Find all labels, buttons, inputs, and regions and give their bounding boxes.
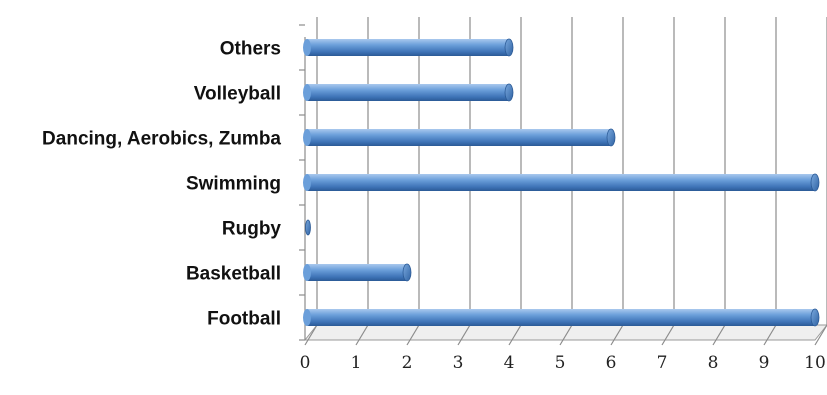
gridline-foot [814,324,827,346]
bar-body [307,174,815,191]
bar-body [307,84,509,101]
bar-end-cap [810,173,820,192]
x-tick-label: 8 [708,353,719,373]
bar-start-cap [303,39,311,56]
bar [303,308,820,327]
bar-start-cap [303,174,311,191]
bar [303,263,412,282]
grid-layer [299,17,827,346]
bar [303,38,514,57]
bars-layer [303,38,820,327]
bar-end-cap [504,38,514,57]
category-label: Others [220,39,281,60]
bar-body [307,309,815,326]
bar-start-cap [303,84,311,101]
x-axis-tick-labels: 0 1 2 3 4 5 6 7 8 9 10 [300,353,826,373]
bar [305,219,311,236]
x-tick-label: 4 [504,353,515,373]
category-label: Dancing, Aerobics, Zumba [42,129,281,150]
bar-zero-cap [305,219,311,236]
gridline-foot [355,324,369,346]
bar [303,173,820,192]
bar [303,83,514,102]
bar-end-cap [606,128,616,147]
gridline-foot [508,324,522,346]
category-label: Volleyball [194,84,281,105]
bar-end-cap [504,83,514,102]
x-tick-label: 2 [402,353,413,373]
bar-start-cap [303,264,311,281]
gridline-foot [610,324,624,346]
chart-floor [303,324,827,341]
bar-body [307,264,407,281]
category-labels: Football Basketball Rugby Swimming Dancing, … [42,39,281,330]
category-label: Rugby [222,219,282,240]
gridline-foot [763,324,777,346]
bar-body [307,39,509,56]
gridline-foot [661,324,675,346]
gridline-foot [304,324,318,346]
category-label: Basketball [186,264,281,285]
category-label: Football [207,309,281,330]
x-tick-label: 1 [351,353,362,373]
gridline-foot [406,324,420,346]
x-tick-label: 9 [759,353,770,373]
bar-end-cap [810,308,820,327]
x-tick-label: 10 [804,353,826,373]
bar-start-cap [303,309,311,326]
bar-end-cap [402,263,412,282]
x-tick-label: 3 [453,353,464,373]
x-tick-label: 7 [657,353,668,373]
x-tick-label: 5 [555,353,566,373]
gridline-foot [457,324,471,346]
category-label: Swimming [186,174,281,195]
x-tick-label: 6 [606,353,617,373]
bar [303,128,616,147]
x-tick-label: 0 [300,353,311,373]
bar-body [307,129,611,146]
gridline-foot [712,324,726,346]
bar-start-cap [303,129,311,146]
gridline-foot [559,324,573,346]
